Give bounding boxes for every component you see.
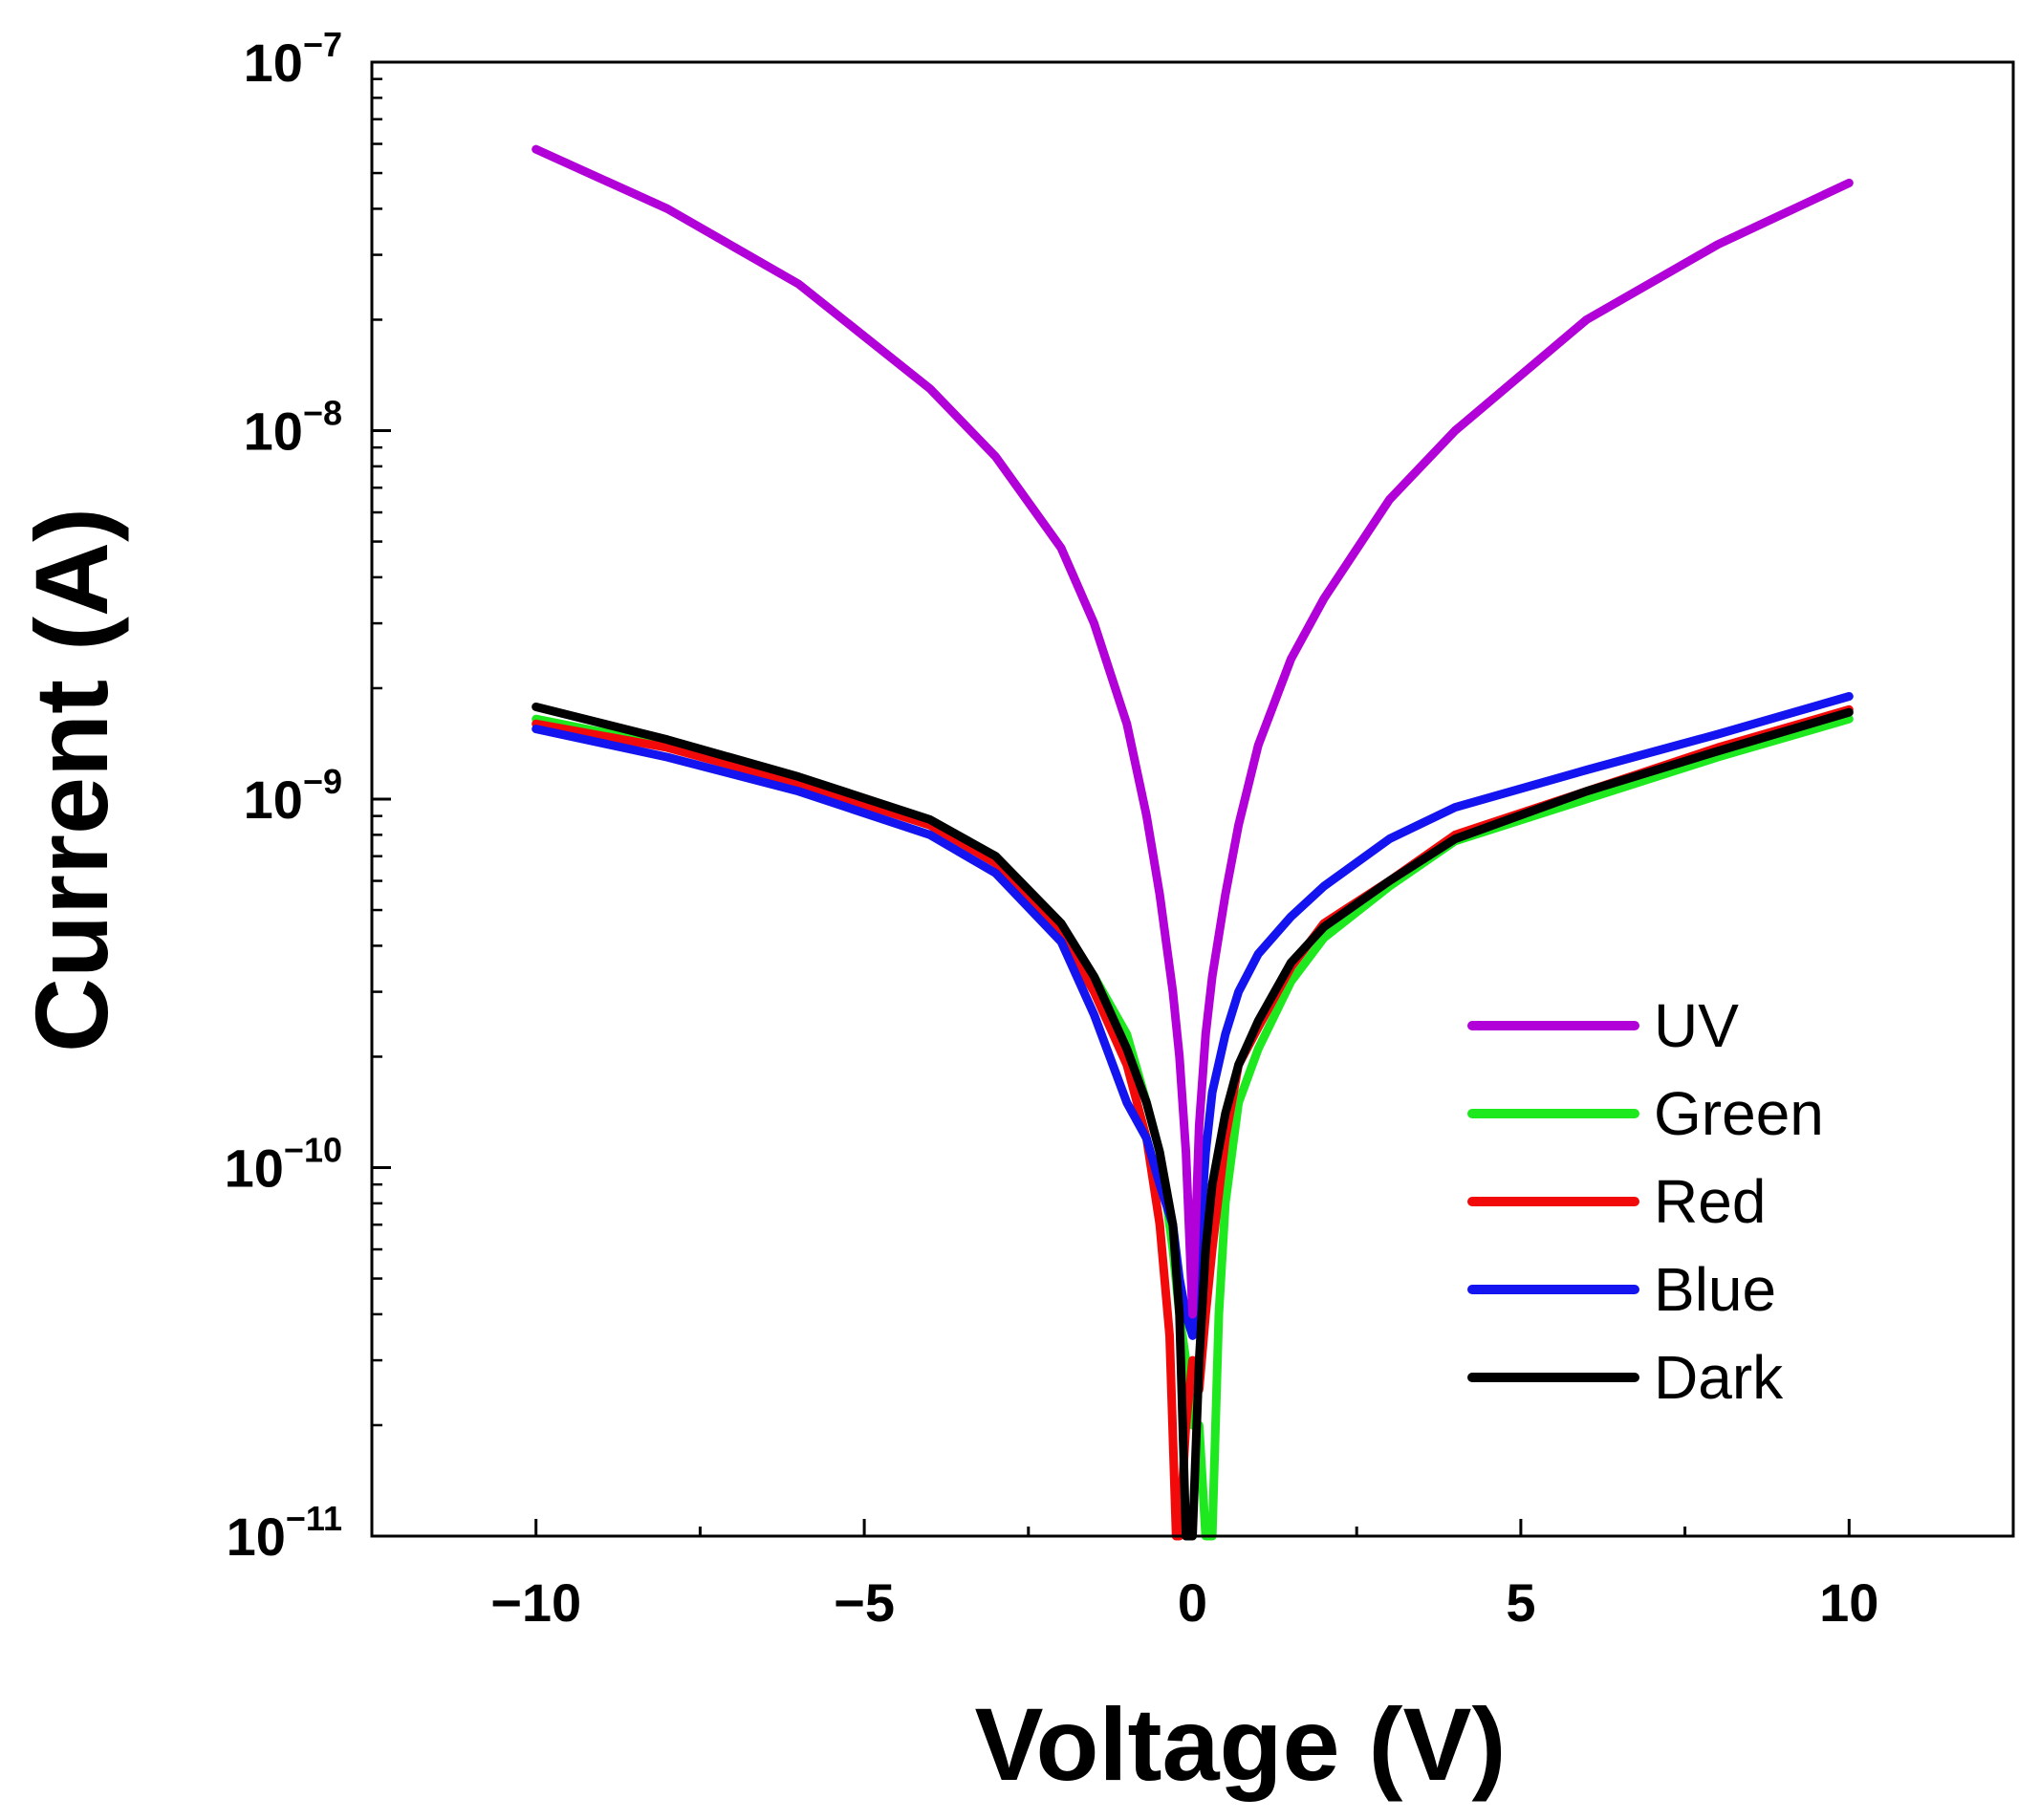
legend-label-blue: Blue bbox=[1654, 1255, 1776, 1324]
legend-label-green: Green bbox=[1654, 1079, 1824, 1148]
x-tick-label: −10 bbox=[490, 1572, 581, 1633]
legend-label-dark: Dark bbox=[1654, 1343, 1784, 1412]
y-tick-label: 10−10 bbox=[225, 1131, 342, 1199]
series-lines bbox=[532, 144, 1854, 1541]
y-tick-label: 10−9 bbox=[244, 762, 342, 830]
series-line-green bbox=[532, 714, 1854, 1541]
x-tick-label: −5 bbox=[834, 1572, 895, 1633]
y-tick-label: 10−8 bbox=[244, 394, 342, 462]
x-tick-label: 0 bbox=[1178, 1572, 1207, 1633]
legend-label-red: Red bbox=[1654, 1167, 1766, 1236]
x-tick-label: 5 bbox=[1506, 1572, 1535, 1633]
y-tick-label: 10−7 bbox=[244, 25, 342, 93]
plot-frame bbox=[370, 60, 2015, 1538]
series-line-uv bbox=[532, 144, 1854, 1319]
x-axis-title: Voltage (V) bbox=[974, 1686, 1506, 1802]
series-line-blue bbox=[532, 692, 1854, 1340]
axis-ticks bbox=[372, 60, 1851, 1538]
tick-labels: −10 −5 0 5 10 10−7 10−8 10−9 10−10 10−11 bbox=[225, 25, 1879, 1633]
y-axis-title: Current (A) bbox=[13, 508, 129, 1052]
y-tick-label: 10−11 bbox=[227, 1499, 342, 1567]
legend-label-uv: UV bbox=[1654, 991, 1739, 1060]
x-tick-label: 10 bbox=[1819, 1572, 1878, 1633]
legend: UV Green Red Blue Dark bbox=[1467, 991, 1824, 1412]
